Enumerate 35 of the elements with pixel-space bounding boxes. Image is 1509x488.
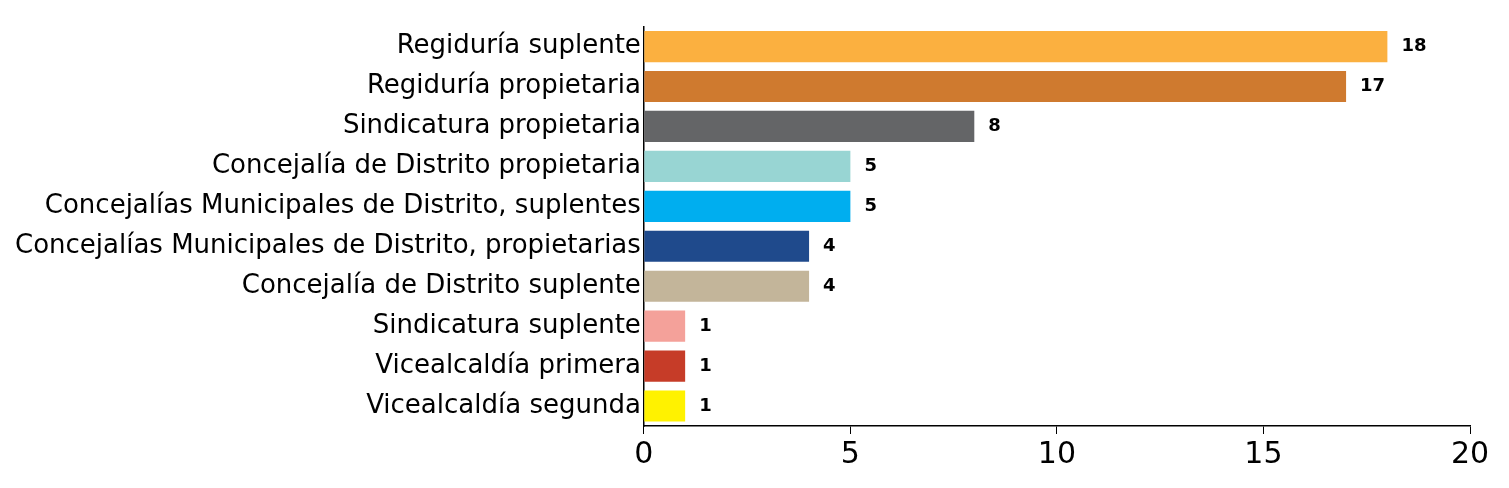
data-label: 1 — [699, 313, 712, 335]
bar — [644, 390, 686, 422]
x-tick-label: 0 — [634, 434, 654, 470]
bar — [644, 190, 851, 222]
bar — [644, 230, 810, 262]
data-label: 18 — [1401, 34, 1427, 56]
y-tick-label: Concejalía de Distrito propietaria — [211, 149, 641, 180]
bar — [644, 310, 686, 342]
bar — [644, 70, 1347, 103]
data-label: 17 — [1360, 74, 1386, 96]
bar — [644, 30, 1388, 63]
y-tick-label: Regiduría suplente — [396, 29, 641, 60]
y-tick-label: Sindicatura suplente — [372, 308, 641, 339]
data-label: 1 — [699, 393, 712, 415]
x-tick-label: 15 — [1244, 434, 1283, 470]
data-label: 5 — [864, 194, 877, 215]
x-tick-label: 10 — [1037, 434, 1077, 470]
y-tick-label: Regiduría propietaria — [366, 69, 641, 100]
bar — [644, 270, 810, 302]
data-label: 8 — [988, 114, 1001, 136]
x-tick-label: 20 — [1450, 434, 1490, 470]
y-tick-label: Concejalía de Distrito suplente — [241, 268, 641, 299]
bar — [644, 350, 686, 382]
y-tick-label: Sindicatura propietaria — [342, 109, 641, 140]
data-label: 5 — [864, 154, 877, 176]
bar — [644, 150, 851, 182]
y-tick-label: Vicealcaldía primera — [375, 348, 641, 379]
y-tick-label: Vicealcaldía segunda — [366, 388, 641, 419]
x-tick-label: 5 — [840, 434, 860, 470]
data-label: 1 — [699, 353, 712, 375]
y-tick-label: Concejalías Municipales de Distrito, propietarias — [15, 229, 641, 260]
data-label: 4 — [823, 233, 836, 255]
data-label: 4 — [823, 273, 836, 295]
y-tick-label: Concejalías Municipales de Distrito, suplentes — [44, 189, 641, 220]
bar — [644, 110, 975, 143]
